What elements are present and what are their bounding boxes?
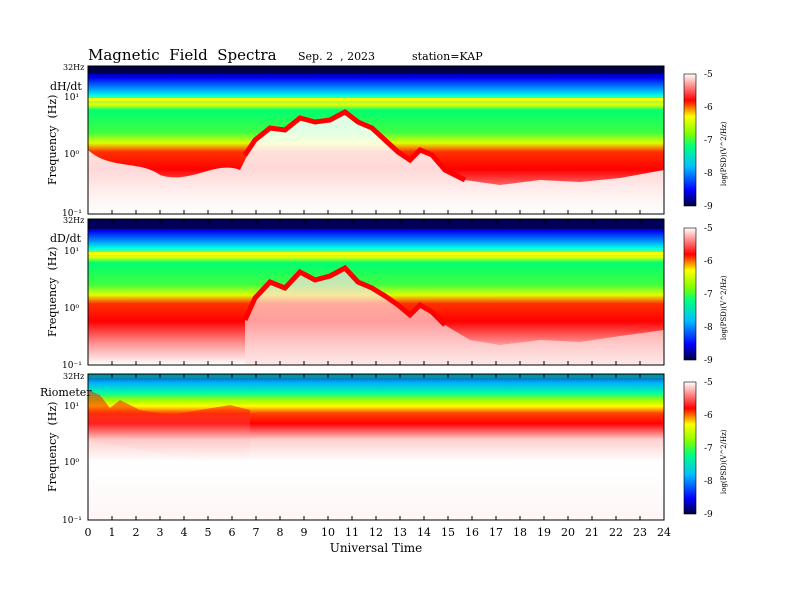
x-tick-label: 5 bbox=[205, 526, 212, 539]
figure-title: Magnetic Field Spectra bbox=[88, 46, 277, 64]
x-tick-label: 24 bbox=[657, 526, 671, 539]
x-tick-label: 1 bbox=[109, 526, 116, 539]
colorbar-1 bbox=[683, 73, 697, 207]
panel-dhdt: 32Hz dH/dt 10¹ 10⁰ 10⁻¹ Frequency (Hz) -… bbox=[46, 63, 728, 219]
x-tick-label: 9 bbox=[301, 526, 308, 539]
panel-2-label: dD/dt bbox=[50, 232, 82, 245]
colorbar-2-tick-6: -6 bbox=[704, 257, 713, 267]
x-tick-label: 11 bbox=[345, 526, 359, 539]
x-tick-label: 21 bbox=[585, 526, 599, 539]
panel-3-early-region bbox=[88, 390, 250, 470]
panel-2-top-label: 32Hz bbox=[63, 216, 84, 225]
panel-1-ridge bbox=[242, 109, 467, 183]
colorbar-3-tick-8: -8 bbox=[704, 477, 713, 487]
panel-3-ytick-10-0: 10⁰ bbox=[64, 458, 79, 468]
x-tick-label: 12 bbox=[369, 526, 383, 539]
x-tick-label: 3 bbox=[157, 526, 164, 539]
colorbar-3 bbox=[683, 381, 697, 515]
colorbar-3-label: log(PSD)(V^2/Hz) bbox=[720, 429, 728, 494]
figure-date: Sep. 2 , 2023 bbox=[298, 50, 375, 63]
colorbar-3-tick-7: -7 bbox=[704, 444, 713, 454]
colorbar-1-tick-9: -9 bbox=[704, 202, 713, 212]
x-tick-label: 13 bbox=[393, 526, 407, 539]
panel-1-ytick-10-0: 10⁰ bbox=[64, 150, 79, 160]
colorbar-1-tick-6: -6 bbox=[704, 103, 713, 113]
panel-2-top-band bbox=[88, 219, 664, 229]
colorbar-3-tick-6: -6 bbox=[704, 411, 713, 421]
x-tick-label: 20 bbox=[561, 526, 575, 539]
x-tick-label: 16 bbox=[465, 526, 479, 539]
x-tick-label: 0 bbox=[85, 526, 92, 539]
colorbar-3-tick-9: -9 bbox=[704, 510, 713, 520]
x-tick-label: 14 bbox=[417, 526, 431, 539]
panel-riometer: 32Hz Riometer 10¹ 10⁰ 10⁻¹ Frequency (Hz… bbox=[40, 372, 728, 526]
x-tick-label: 6 bbox=[229, 526, 236, 539]
colorbar-1-tick-7: -7 bbox=[704, 136, 713, 146]
x-tick-label: 4 bbox=[181, 526, 188, 539]
panel-3-top-label: 32Hz bbox=[63, 372, 84, 381]
panel-1-ytick-10-m1: 10⁻¹ bbox=[62, 209, 82, 219]
x-axis-label: Universal Time bbox=[330, 541, 423, 555]
panel-1-quiet-region bbox=[88, 112, 664, 214]
x-tick-label: 8 bbox=[277, 526, 284, 539]
panel-1-ytick-10-1: 10¹ bbox=[64, 93, 79, 103]
station-label: station=KAP bbox=[412, 50, 483, 63]
panel-1-top-label: 32Hz bbox=[63, 63, 84, 72]
colorbar-2-tick-7: -7 bbox=[704, 290, 713, 300]
colorbar-2-tick-8: -8 bbox=[704, 323, 713, 333]
colorbar-1-tick-8: -8 bbox=[704, 169, 713, 179]
x-tick-label: 19 bbox=[537, 526, 551, 539]
panel-1-ylabel: Frequency (Hz) bbox=[46, 95, 59, 185]
x-tick-label: 7 bbox=[253, 526, 260, 539]
x-axis-tick-labels: 0 1 2 3 4 5 6 7 8 9 10 11 12 13 14 15 16 17 18 19 20 21 22 23 24 bbox=[85, 526, 672, 539]
panel-3-ytick-10-1: 10¹ bbox=[64, 402, 79, 412]
colorbar-3-tick-5: -5 bbox=[704, 378, 713, 388]
colorbar-2-tick-5: -5 bbox=[704, 224, 713, 234]
panel-1-label: dH/dt bbox=[50, 80, 82, 93]
panel-2-line-band bbox=[88, 252, 664, 255]
panel-2-ytick-10-1: 10¹ bbox=[64, 247, 79, 257]
panel-2-ylabel: Frequency (Hz) bbox=[46, 247, 59, 337]
x-tick-label: 23 bbox=[633, 526, 647, 539]
panel-2-ridge bbox=[242, 264, 447, 327]
panel-3-ytick-10-m1: 10⁻¹ bbox=[62, 516, 82, 526]
panel-3-ylabel: Frequency (Hz) bbox=[46, 402, 59, 492]
x-tick-label: 10 bbox=[321, 526, 335, 539]
panel-dddt: 32Hz dD/dt 10¹ 10⁰ 10⁻¹ Frequency (Hz) -… bbox=[46, 216, 728, 371]
x-tick-label: 17 bbox=[489, 526, 503, 539]
panel-2-ytick-10-0: 10⁰ bbox=[64, 304, 79, 314]
panel-3-label: Riometer bbox=[40, 386, 92, 399]
colorbar-1-label: log(PSD)(V^2/Hz) bbox=[720, 121, 728, 186]
colorbar-2-label: log(PSD)(V^2/Hz) bbox=[720, 275, 728, 340]
x-tick-label: 15 bbox=[441, 526, 455, 539]
panel-1-line-band bbox=[88, 98, 664, 101]
x-axis-ticks bbox=[87, 66, 665, 520]
panel-2-quiet-region bbox=[245, 268, 664, 365]
x-tick-label: 2 bbox=[133, 526, 140, 539]
colorbar-1-tick-5: -5 bbox=[704, 70, 713, 80]
panel-2-ytick-10-m1: 10⁻¹ bbox=[62, 361, 82, 371]
colorbar-2-tick-9: -9 bbox=[704, 356, 713, 366]
x-tick-label: 22 bbox=[609, 526, 623, 539]
x-tick-label: 18 bbox=[513, 526, 527, 539]
colorbar-2 bbox=[683, 227, 697, 361]
